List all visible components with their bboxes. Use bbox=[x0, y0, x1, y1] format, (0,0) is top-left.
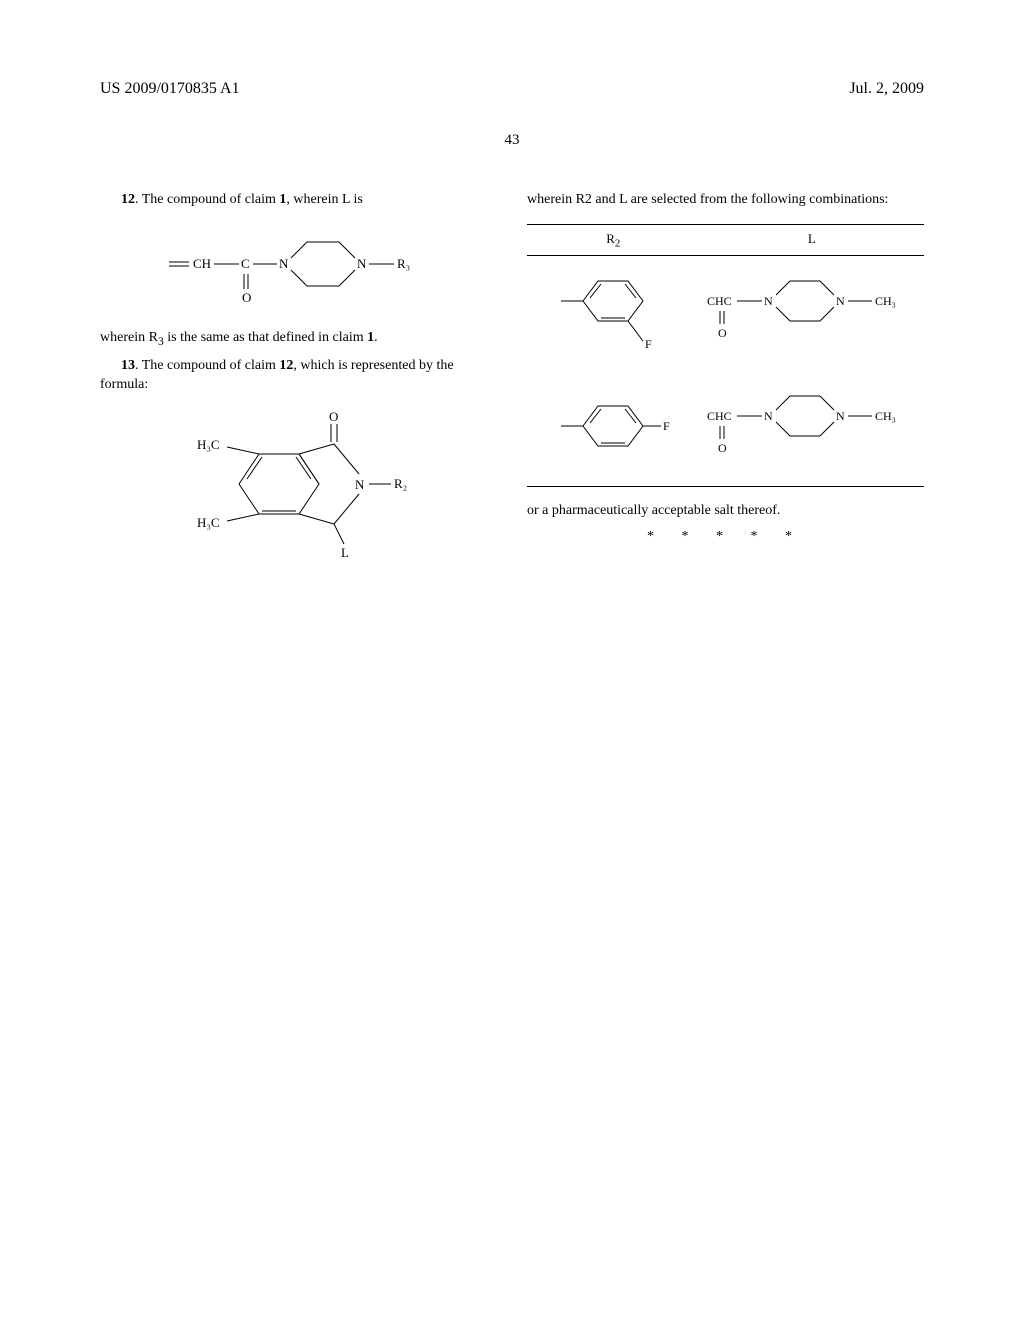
chem-label-h3c-1: H₃C bbox=[197, 437, 220, 452]
claim-12-body: . The compound of claim 1, wherein L is bbox=[135, 192, 363, 207]
chem-label-ch3-2: CH₃ bbox=[875, 409, 896, 423]
claim-13-body: . The compound of claim 12, which is rep… bbox=[100, 358, 454, 393]
claim-13-number: 13 bbox=[121, 358, 135, 373]
chem-label-o4: O bbox=[718, 441, 727, 455]
end-asterisks: * * * * * bbox=[527, 529, 924, 545]
content-columns: 12. The compound of claim 1, wherein L i… bbox=[100, 184, 924, 573]
table-cell-l-2: CHC O N N CH₃ bbox=[700, 386, 924, 466]
claim-12-text: 12. The compound of claim 1, wherein L i… bbox=[100, 190, 497, 210]
chem-label-r2a: R₂ bbox=[394, 476, 407, 491]
table-header-r2: R2 bbox=[527, 231, 700, 250]
table-row: F CHC O N N bbox=[527, 256, 924, 376]
chem-label-n5: N bbox=[836, 294, 845, 308]
claim-12-number: 12 bbox=[121, 192, 135, 207]
chem-label-o1: O bbox=[242, 290, 251, 305]
chem-label-n6: N bbox=[764, 409, 773, 423]
publication-date: Jul. 2, 2009 bbox=[849, 80, 924, 98]
chem-label-n4: N bbox=[764, 294, 773, 308]
right-column: wherein R2 and L are selected from the f… bbox=[527, 184, 924, 573]
chem-l-row2: CHC O N N CH₃ bbox=[702, 386, 922, 466]
chem-label-r3: R₃ bbox=[397, 256, 410, 271]
chem-label-chc-2: CHC bbox=[707, 409, 732, 423]
chem-r2-row1: F bbox=[553, 266, 673, 356]
chem-l-row1: CHC O N N CH₃ bbox=[702, 271, 922, 351]
table-row: F CHC O N N bbox=[527, 376, 924, 486]
chem-label-ch3-1: CH₃ bbox=[875, 294, 896, 308]
chem-label-h3c-2: H₃C bbox=[197, 515, 220, 530]
table-cell-r2-2: F bbox=[527, 391, 700, 461]
chem-label-ch: CH bbox=[193, 256, 211, 271]
table-header-row: R2 L bbox=[527, 225, 924, 256]
chem-structure-claim13: O N R₂ L H₃C H₃C bbox=[169, 409, 429, 559]
chem-label-f2: F bbox=[663, 419, 670, 433]
closing-text: or a pharmaceutically acceptable salt th… bbox=[527, 501, 924, 521]
chem-label-n3: N bbox=[355, 477, 365, 492]
chem-label-chc-1: CHC bbox=[707, 294, 732, 308]
chem-label-c: C bbox=[241, 256, 250, 271]
page-header: US 2009/0170835 A1 Jul. 2, 2009 bbox=[100, 80, 924, 102]
table-cell-r2-1: F bbox=[527, 266, 700, 356]
claim-13-text: 13. The compound of claim 12, which is r… bbox=[100, 356, 497, 395]
table-cell-l-1: CHC O N N CH₃ bbox=[700, 271, 924, 351]
chem-label-o2: O bbox=[329, 409, 338, 424]
patent-number: US 2009/0170835 A1 bbox=[100, 80, 240, 98]
chem-label-l: L bbox=[341, 545, 349, 559]
right-intro: wherein R2 and L are selected from the f… bbox=[527, 190, 924, 210]
combinations-table: R2 L F bbox=[527, 224, 924, 488]
chem-r2-row2: F bbox=[553, 391, 673, 461]
chem-structure-claim12: CH C O N N R₃ bbox=[159, 224, 439, 314]
table-header-l: L bbox=[700, 231, 924, 250]
chem-label-o3: O bbox=[718, 326, 727, 340]
left-column: 12. The compound of claim 1, wherein L i… bbox=[100, 184, 497, 573]
chem-label-n1: N bbox=[279, 256, 289, 271]
claim-12-footer: wherein R3 is the same as that defined i… bbox=[100, 328, 497, 350]
chem-label-f1: F bbox=[645, 337, 652, 351]
chem-label-n2: N bbox=[357, 256, 367, 271]
page-number: 43 bbox=[100, 132, 924, 149]
chem-label-n7: N bbox=[836, 409, 845, 423]
